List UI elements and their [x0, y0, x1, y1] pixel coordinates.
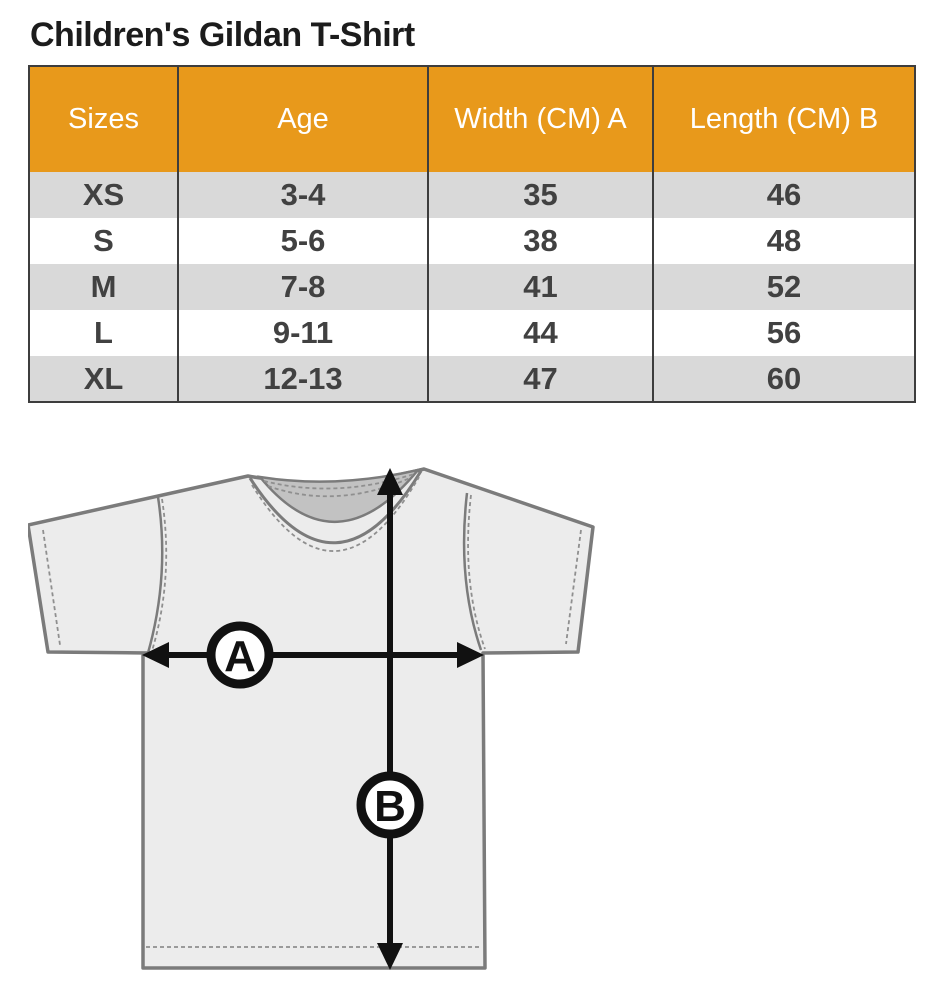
- left-cuff-stitch: [42, 529, 61, 646]
- length-cell: 56: [652, 310, 915, 356]
- page-title: Children's Gildan T-Shirt: [30, 16, 415, 54]
- length-cell: 48: [652, 218, 915, 264]
- width-marker: A: [206, 621, 274, 689]
- table-row: XL 12-13 47 60: [29, 356, 915, 402]
- header-cell-age: Age: [177, 66, 428, 172]
- front-neckline-stitch: [251, 476, 420, 552]
- width-cell: 35: [427, 172, 653, 218]
- header-cell-width: Width (CM) A: [427, 66, 653, 172]
- size-cell: L: [29, 310, 178, 356]
- size-cell: M: [29, 264, 178, 310]
- size-cell: XS: [29, 172, 178, 218]
- table-row: S 5-6 38 48: [29, 218, 915, 264]
- left-armhole-seam: [146, 496, 164, 654]
- header-row: Sizes Age Width (CM) A Length (CM) B: [29, 66, 915, 172]
- right-armhole-seam: [462, 492, 483, 651]
- length-marker: B: [356, 771, 424, 839]
- length-cell: 46: [652, 172, 915, 218]
- header-cell-sizes: Sizes: [29, 66, 178, 172]
- length-marker-circle: [356, 771, 424, 839]
- front-neckline: [248, 470, 423, 545]
- width-cell: 41: [427, 264, 653, 310]
- right-cuff-stitch: [565, 529, 582, 645]
- width-marker-circle: [206, 621, 274, 689]
- age-cell: 9-11: [177, 310, 428, 356]
- width-marker-label: A: [224, 632, 256, 681]
- age-cell: 12-13: [177, 356, 428, 402]
- length-arrow: [377, 468, 403, 970]
- length-cell: 52: [652, 264, 915, 310]
- table-row: XS 3-4 35 46: [29, 172, 915, 218]
- size-chart-table: Sizes Age Width (CM) A Length (CM) B XS …: [28, 65, 916, 403]
- size-cell: S: [29, 218, 178, 264]
- length-cell: 60: [652, 356, 915, 402]
- age-cell: 3-4: [177, 172, 428, 218]
- length-marker-label: B: [374, 782, 406, 831]
- age-cell: 5-6: [177, 218, 428, 264]
- age-cell: 7-8: [177, 264, 428, 310]
- size-cell: XL: [29, 356, 178, 402]
- table-row: M 7-8 41 52: [29, 264, 915, 310]
- header-cell-length: Length (CM) B: [652, 66, 915, 172]
- width-cell: 38: [427, 218, 653, 264]
- left-armhole-stitch: [151, 498, 168, 652]
- tshirt-outline: [28, 467, 595, 970]
- tshirt-measurement-diagram: A B: [28, 467, 595, 970]
- collar-back-stitch-1: [263, 473, 415, 490]
- width-cell: 47: [427, 356, 653, 402]
- table-row: L 9-11 44 56: [29, 310, 915, 356]
- width-cell: 44: [427, 310, 653, 356]
